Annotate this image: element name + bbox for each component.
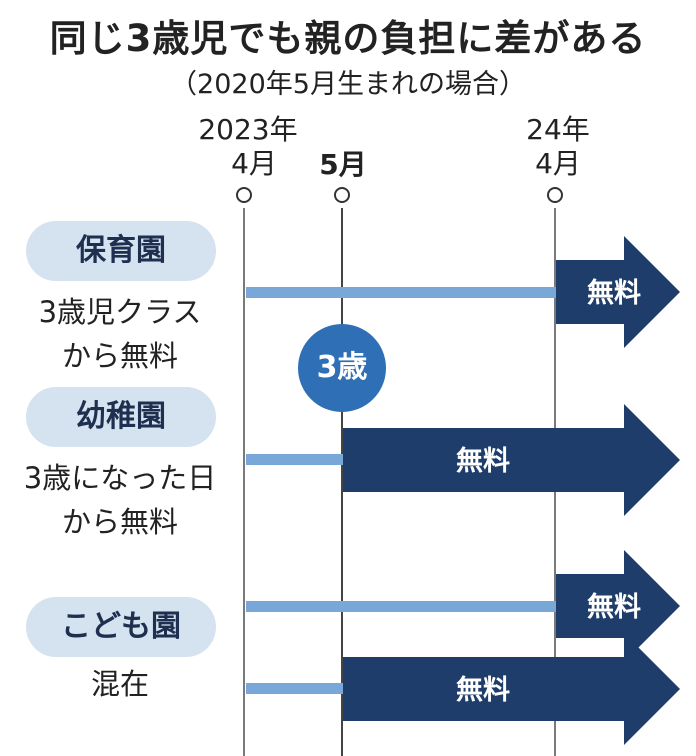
- row-kodomoen-free-arrow-2: 無料: [343, 633, 680, 745]
- timeline-end-year: 24年: [526, 113, 590, 146]
- timeline-start-month: 4月: [231, 147, 277, 180]
- timeline-mid-line: [341, 208, 343, 756]
- row-hoikuen-desc-line2: から無料: [61, 339, 178, 373]
- row-youchien-free-arrow: 無料: [343, 404, 680, 516]
- row-hoikuen-paid-bar: [246, 287, 558, 298]
- row-youchien-desc-line2: から無料: [61, 505, 178, 539]
- row-youchien-desc-line1: 3歳になった日: [23, 461, 217, 495]
- row-kodomoen-desc-line1: 混在: [90, 667, 149, 701]
- row-hoikuen-pill: 保育園: [26, 221, 216, 281]
- row-kodomoen-free-label-1: 無料: [587, 592, 641, 623]
- row-hoikuen-desc: 3歳児クラス から無料: [0, 290, 240, 378]
- diagram-subtitle: （2020年5月生まれの場合）: [170, 69, 526, 100]
- row-youchien-free-label: 無料: [456, 446, 510, 477]
- row-kodomoen-pill: こども園: [26, 597, 216, 657]
- timeline-mid-dot: [334, 187, 350, 203]
- timeline-mid-label: 5月: [319, 148, 367, 181]
- row-kodomoen-desc: 混在: [0, 662, 240, 706]
- timeline-end-dot: [547, 187, 563, 203]
- row-hoikuen-desc-line1: 3歳児クラス: [38, 295, 202, 329]
- row-kodomoen-free-arrow-1: 無料: [556, 550, 680, 662]
- row-kodomoen-paid-bar-1: [246, 601, 558, 612]
- timeline-start-dot: [236, 187, 252, 203]
- timeline-start-line: [243, 208, 245, 756]
- row-kodomoen-free-label-2: 無料: [456, 675, 510, 706]
- row-hoikuen-free-arrow: 無料: [556, 236, 680, 348]
- row-hoikuen-free-label: 無料: [587, 278, 641, 309]
- row-youchien-desc: 3歳になった日 から無料: [0, 456, 240, 544]
- timeline-end-label: 24年 4月: [498, 113, 618, 181]
- timeline-start-label: 2023年 4月: [178, 113, 318, 181]
- row-youchien-paid-bar: [246, 454, 346, 465]
- age-3-badge: 3歳: [298, 324, 386, 412]
- row-youchien-pill: 幼稚園: [26, 387, 216, 447]
- timeline-start-year: 2023年: [198, 113, 298, 146]
- timeline-end-month: 4月: [535, 147, 581, 180]
- diagram-title: 同じ3歳児でも親の負担に差がある: [49, 17, 647, 60]
- row-kodomoen-paid-bar-2: [246, 683, 346, 694]
